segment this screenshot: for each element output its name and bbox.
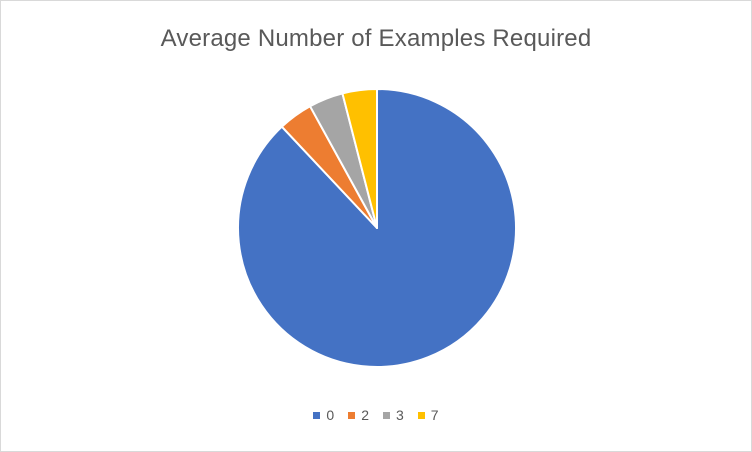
legend-label-0: 0: [326, 407, 335, 423]
legend-item-3: 3: [383, 407, 404, 423]
chart-title: Average Number of Examples Required: [160, 25, 592, 52]
legend-swatch-0: [313, 411, 321, 419]
chart-legend: 0 2 3 7: [1, 407, 751, 423]
legend-label-7: 7: [430, 407, 439, 423]
legend-swatch-2: [348, 411, 356, 419]
legend-item-0: 0: [313, 407, 334, 423]
pie-slice-7: [341, 88, 378, 229]
legend-item-7: 7: [417, 407, 439, 423]
legend-swatch-7: [417, 411, 425, 419]
legend-label-2: 2: [361, 407, 369, 423]
legend-label-3: 3: [396, 407, 404, 423]
legend-item-2: 2: [348, 407, 369, 423]
legend-swatch-3: [383, 411, 390, 419]
